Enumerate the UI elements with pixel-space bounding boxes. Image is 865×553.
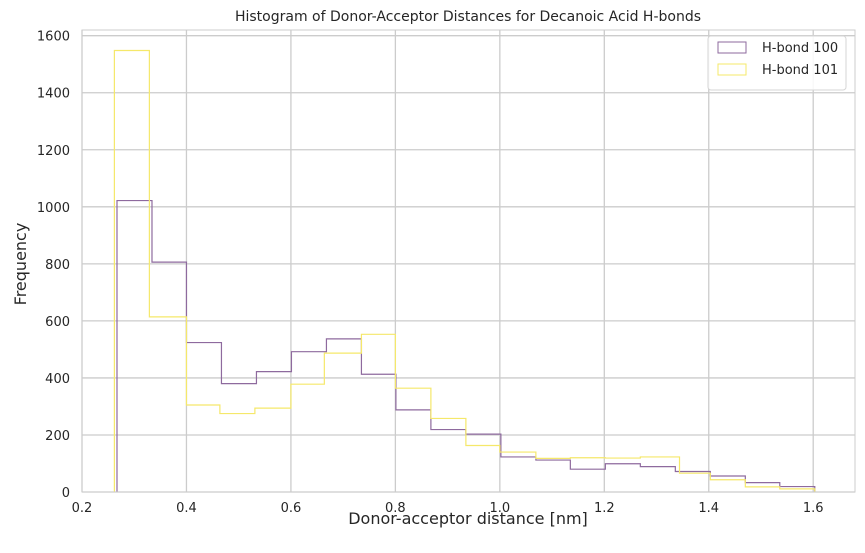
histogram-bin-1-5 [291, 384, 324, 492]
x-tick-label-0: 0.2 [72, 501, 93, 516]
x-axis-label: Donor-acceptor distance [nm] [348, 509, 588, 528]
y-tick-label-3: 600 [45, 315, 70, 330]
y-tick-label-7: 1400 [37, 87, 70, 102]
histogram-bin-1-7 [361, 334, 395, 492]
y-tick-label-8: 1600 [37, 30, 70, 45]
y-tick-label-0: 0 [62, 486, 70, 501]
histogram-bin-1-11 [500, 452, 536, 492]
x-tick-label-5: 1.2 [594, 501, 615, 516]
y-tick-label-1: 200 [45, 429, 70, 444]
x-axis-ticks: 0.2 0.4 0.6 0.8 1.0 1.2 1.4 1.6 [72, 501, 824, 516]
histogram-bin-1-10 [466, 446, 500, 492]
x-tick-label-3: 0.8 [385, 501, 406, 516]
histogram-bin-1-8 [395, 388, 431, 492]
histogram-bin-1-15 [640, 457, 679, 492]
legend: H-bond 100 H-bond 101 [707, 35, 847, 91]
x-tick-label-4: 1.0 [489, 501, 510, 516]
histogram-bin-1-16 [680, 473, 711, 492]
x-tick-label-2: 0.6 [281, 501, 302, 516]
histogram-bin-1-13 [570, 458, 605, 492]
y-tick-label-5: 1000 [37, 201, 70, 216]
histogram-outline-1 [113, 49, 816, 492]
x-tick-label-7: 1.6 [803, 501, 824, 516]
legend-label-h-bond-101: H-bond 101 [762, 63, 838, 78]
chart-title: Histogram of Donor-Acceptor Distances fo… [235, 9, 701, 25]
legend-box [707, 35, 847, 91]
histogram-bin-1-1 [149, 317, 186, 492]
histogram-bin-1-18 [745, 487, 779, 492]
y-tick-label-6: 1200 [37, 144, 70, 159]
legend-swatch-h-bond-100 [717, 41, 747, 54]
histogram-bin-1-12 [536, 458, 570, 492]
histogram-bin-1-17 [710, 480, 745, 492]
histogram-bin-1-4 [255, 408, 291, 492]
histogram-bin-1-9 [431, 418, 466, 492]
plot-frame [81, 29, 856, 493]
histogram-bin-1-0 [114, 51, 149, 492]
x-tick-label-6: 1.4 [698, 501, 719, 516]
y-tick-label-2: 400 [45, 372, 70, 387]
y-axis-label: Frequency [11, 223, 30, 306]
histogram-bin-1-3 [220, 414, 255, 492]
series-h-bond-101 [113, 49, 816, 492]
histogram-series [113, 49, 816, 492]
y-tick-label-4: 800 [45, 258, 70, 273]
histogram-bin-1-2 [186, 405, 219, 492]
y-axis-ticks: 0 200 400 600 800 1000 1200 1400 1600 [37, 30, 70, 501]
legend-label-h-bond-100: H-bond 100 [762, 41, 838, 56]
histogram-bin-1-14 [605, 458, 640, 492]
legend-swatch-h-bond-101 [717, 63, 747, 76]
x-tick-label-1: 0.4 [176, 501, 197, 516]
histogram-bin-1-6 [324, 353, 361, 492]
